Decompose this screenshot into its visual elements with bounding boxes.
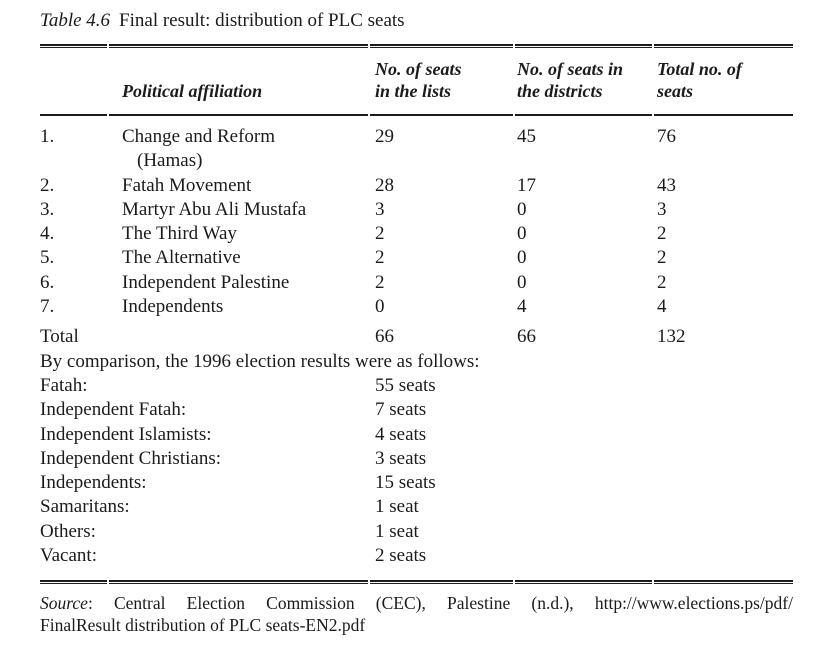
row-number: 3. (40, 198, 55, 220)
footer-rule (40, 580, 793, 585)
row-number: 1. (40, 126, 55, 147)
table-row: 5. The Alternative 2 0 2 (40, 246, 793, 270)
seats-total-cell: 43 (657, 174, 676, 196)
seats-total-cell: 2 (657, 271, 667, 293)
seats-lists-cell: 2 (375, 271, 385, 293)
seats-districts-cell: 0 (517, 223, 527, 245)
comparison-value: 3 seats (375, 447, 427, 469)
affiliation-cell: Change and Reform (Hamas) (122, 125, 375, 174)
seats-districts-cell: 45 (517, 126, 536, 147)
row-number: 2. (40, 174, 55, 196)
row-number: 6. (40, 271, 55, 293)
table-caption: Table 4.6 Final result: distribution of P… (40, 9, 793, 33)
header-rule (40, 114, 793, 116)
affiliation-cell: Fatah Movement (122, 174, 252, 196)
comparison-block: By comparison, the 1996 election results… (40, 350, 793, 569)
comparison-item: Fatah: 55 seats (40, 374, 793, 398)
comparison-item: Independent Fatah: 7 seats (40, 398, 793, 422)
seats-total-cell: 76 (657, 126, 676, 147)
seats-total-cell: 2 (657, 223, 667, 245)
header-total-seats: Total no. of seats (657, 59, 742, 101)
source-line-1: Source: Central Election Commission (CEC… (40, 592, 793, 614)
comparison-item: Samaritans: 1 seat (40, 495, 793, 519)
table-number: Table 4.6 (40, 10, 111, 31)
affiliation-cell: Martyr Abu Ali Mustafa (122, 198, 307, 220)
affiliation-cell: The Alternative (122, 247, 241, 269)
comparison-intro: By comparison, the 1996 election results… (40, 350, 480, 372)
row-number: 4. (40, 223, 55, 245)
header-political-affiliation: Political affiliation (122, 81, 263, 101)
total-districts-cell: 66 (517, 326, 536, 348)
comparison-value: 4 seats (375, 423, 427, 445)
comparison-value: 15 seats (375, 472, 436, 494)
table-caption-text: Final result: distribution of PLC seats (119, 10, 405, 31)
seats-total-cell: 4 (657, 296, 667, 318)
comparison-value: 1 seat (375, 496, 419, 518)
affiliation-cell: Independents (122, 296, 224, 318)
source-label: Source (40, 593, 88, 614)
table-row: 6. Independent Palestine 2 0 2 (40, 271, 793, 295)
comparison-label: Samaritans: (40, 496, 130, 518)
row-number: 5. (40, 247, 55, 269)
seats-districts-cell: 4 (517, 296, 527, 318)
seats-districts-cell: 0 (517, 247, 527, 269)
total-label: Total (40, 326, 79, 348)
table-header-row: Political affiliation No. of seats in th… (40, 58, 793, 102)
seats-lists-cell: 29 (375, 126, 394, 147)
comparison-value: 55 seats (375, 374, 436, 396)
comparison-value: 7 seats (375, 399, 427, 421)
comparison-item: Independent Islamists: 4 seats (40, 423, 793, 447)
header-seats-in-lists: No. of seats in the lists (375, 59, 462, 101)
table-row: 4. The Third Way 2 0 2 (40, 222, 793, 246)
comparison-label: Others: (40, 520, 96, 542)
seats-total-cell: 3 (657, 198, 667, 220)
table-total-row: Total 66 66 132 (40, 325, 793, 349)
comparison-value: 2 seats (375, 545, 427, 567)
source-note: Source: Central Election Commission (CEC… (40, 592, 793, 636)
comparison-label: Independent Christians: (40, 447, 221, 469)
table-row: 2. Fatah Movement 28 17 43 (40, 174, 793, 198)
comparison-label: Independent Islamists: (40, 423, 212, 445)
table-block: Table 4.6 Final result: distribution of P… (40, 0, 793, 636)
table-row: 3. Martyr Abu Ali Mustafa 3 0 3 (40, 198, 793, 222)
seats-lists-cell: 28 (375, 174, 394, 196)
source-text: : Central Election Commission (CEC), Pal… (87, 593, 793, 614)
affiliation-subline: (Hamas) (137, 150, 203, 172)
affiliation-cell: Independent Palestine (122, 271, 290, 293)
seats-lists-cell: 2 (375, 247, 385, 269)
affiliation-cell: The Third Way (122, 223, 237, 245)
seats-lists-cell: 3 (375, 198, 385, 220)
comparison-label: Independent Fatah: (40, 399, 187, 421)
total-seats-cell: 132 (657, 326, 686, 348)
comparison-value: 1 seat (375, 520, 419, 542)
comparison-label: Vacant: (40, 545, 97, 567)
seats-districts-cell: 0 (517, 271, 527, 293)
comparison-label: Independents: (40, 472, 147, 494)
comparison-label: Fatah: (40, 374, 88, 396)
seats-districts-cell: 17 (517, 174, 536, 196)
comparison-item: Independents: 15 seats (40, 471, 793, 495)
source-line-2: FinalResult distribution of PLC seats-EN… (40, 615, 366, 636)
total-lists-cell: 66 (375, 326, 394, 348)
table-row: 1. Change and Reform (Hamas) 29 45 76 (40, 125, 793, 174)
comparison-item: Others: 1 seat (40, 520, 793, 544)
seats-districts-cell: 0 (517, 198, 527, 220)
top-rule (40, 44, 793, 48)
comparison-item: Independent Christians: 3 seats (40, 447, 793, 471)
comparison-item: Vacant: 2 seats (40, 544, 793, 568)
row-number: 7. (40, 296, 55, 318)
seats-lists-cell: 2 (375, 223, 385, 245)
table-row: 7. Independents 0 4 4 (40, 295, 793, 319)
seats-total-cell: 2 (657, 247, 667, 269)
header-seats-in-districts: No. of seats in the districts (517, 59, 624, 101)
seats-lists-cell: 0 (375, 296, 385, 318)
